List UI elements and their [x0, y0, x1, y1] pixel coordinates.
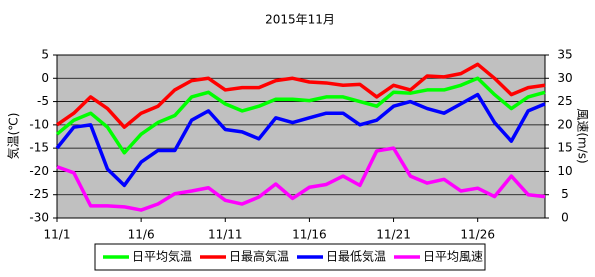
y-tick-label: -15 [29, 141, 49, 155]
series-line [55, 92, 546, 188]
x-tick-label: 11/21 [376, 228, 411, 242]
y-tick-label: 5 [41, 48, 49, 62]
series-line [56, 146, 546, 212]
legend-label: 日平均気温 [132, 249, 192, 264]
y-tick-label: -10 [29, 117, 49, 131]
y-tick-label: -25 [29, 187, 49, 201]
series-line [55, 76, 546, 155]
y2-tick-label: 25 [557, 94, 572, 108]
y2-tick-label: 5 [561, 187, 569, 201]
legend-label: 日最高気温 [229, 249, 289, 264]
x-tick-label: 11/11 [208, 228, 243, 242]
y-tick-label: -5 [37, 94, 49, 108]
x-tick-label: 11/26 [460, 228, 495, 242]
y2-tick-label: 35 [557, 48, 572, 62]
y-tick-label: 0 [41, 71, 49, 85]
x-tick-label: 11/6 [128, 228, 155, 242]
legend-label: 日平均風速 [423, 250, 483, 264]
chart-title: 2015年11月 [265, 13, 335, 27]
legend-label: 日最低気温 [326, 249, 386, 264]
y2-tick-label: 10 [557, 164, 572, 178]
y2-tick-label: 15 [557, 141, 572, 155]
y-axis-label: 気温(℃) [6, 113, 21, 160]
y2-tick-label: 20 [557, 117, 572, 131]
y2-axis-label: 風速(m/s) [576, 108, 590, 163]
y-tick-label: -30 [29, 211, 49, 225]
y-tick-label: -20 [29, 164, 49, 178]
y2-tick-label: 0 [561, 211, 569, 225]
x-tick-label: 11/16 [292, 228, 327, 242]
y2-tick-label: 30 [557, 71, 572, 85]
series-line [56, 62, 546, 129]
x-tick-label: 11/1 [44, 228, 71, 242]
